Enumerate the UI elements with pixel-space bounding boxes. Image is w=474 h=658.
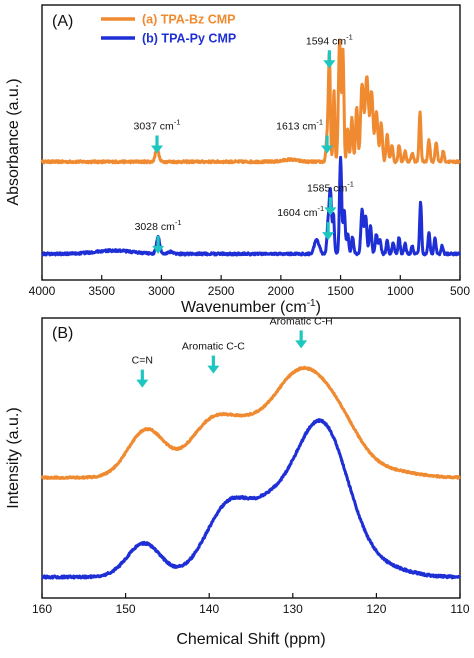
annotation-label: 3028 cm-1	[135, 218, 182, 233]
x-tick-label: 130	[283, 602, 303, 616]
x-tick-label: 500	[450, 284, 470, 298]
panel-a-frame	[41, 4, 461, 281]
annotation-arrow-head	[151, 145, 164, 154]
panel-a-annotations: 3037 cm-1 1613 cm-1 1594 cm-1 3028 cm-1 1604…	[134, 32, 354, 254]
annotation-arrow-head	[321, 145, 334, 154]
annotation-arrow-head	[324, 207, 337, 216]
annotation-arrow-head	[322, 232, 335, 241]
annotation-label: 1613 cm-1	[276, 118, 323, 133]
series-line-tpa-bz	[40, 38, 461, 165]
x-tick-label: 150	[116, 602, 136, 616]
panel-b-x-axis-title: Chemical Shift (ppm)	[176, 631, 325, 648]
series-line-tpa-py	[41, 155, 462, 257]
panel-a-y-axis-title: Absorbance (a.u.)	[5, 78, 22, 205]
panel-b-y-axis-title: Intensity (a.u.)	[5, 407, 22, 508]
panel-b-x-ticks: 160 150 140 130 120 110	[32, 593, 470, 616]
legend-label-tpa-bz: (a) TPA-Bz CMP	[142, 13, 236, 27]
x-tick-label: 1000	[387, 284, 414, 298]
panel-b-annotations: C=N Aromatic C-C Aromatic C-H	[132, 315, 333, 388]
panel-a-legend: (a) TPA-Bz CMP (b) TPA-Py CMP	[101, 13, 236, 46]
x-tick-label: 4000	[29, 284, 56, 298]
panel-a-series	[40, 38, 462, 257]
panel-b-frame	[41, 317, 461, 599]
x-tick-label: 120	[366, 602, 386, 616]
annotation-arrow-head	[295, 340, 308, 349]
panel-b-nmr: (B) C=N Aromatic C-C Aromatic C-H 160 150 14…	[5, 315, 470, 648]
annotation-label: Aromatic C-H	[270, 315, 333, 327]
x-tick-label: 2000	[268, 284, 295, 298]
annotation-label: 1604 cm-1	[277, 204, 324, 219]
x-tick-label: 3500	[88, 284, 115, 298]
series-line-tpa-bz	[40, 365, 461, 480]
x-tick-label: 1500	[327, 284, 354, 298]
x-tick-label: 2500	[208, 284, 235, 298]
annotation-label: 1585 cm-1	[307, 179, 354, 194]
legend-label-tpa-py: (b) TPA-Py CMP	[142, 32, 236, 46]
panel-a-ftir: (A) (a) TPA-Bz CMP (b) TPA-Py CMP 3037 c…	[5, 4, 470, 316]
panel-b-series	[40, 365, 462, 580]
annotation-label: C=N	[132, 355, 153, 367]
panel-a-x-axis-title: Wavenumber (cm-1)	[181, 298, 321, 316]
series-line-tpa-py	[41, 418, 462, 580]
x-tick-label: 140	[199, 602, 219, 616]
annotation-arrow-head	[207, 365, 220, 374]
panel-b-label: (B)	[52, 325, 73, 342]
panel-a-x-ticks: 4000 3500 3000 2500 2000 1500 1000 500	[29, 275, 470, 298]
x-tick-label: 3000	[148, 284, 175, 298]
x-tick-label: 160	[32, 602, 52, 616]
x-tick-label: 110	[450, 602, 469, 616]
panel-a-label: (A)	[52, 13, 73, 30]
annotation-label: 3037 cm-1	[134, 118, 181, 133]
annotation-arrow-head	[152, 245, 165, 254]
annotation-arrow-head	[136, 379, 149, 388]
annotation-label: Aromatic C-C	[182, 341, 245, 353]
annotation-label: 1594 cm-1	[306, 32, 353, 47]
annotation-arrow-head	[323, 60, 336, 69]
